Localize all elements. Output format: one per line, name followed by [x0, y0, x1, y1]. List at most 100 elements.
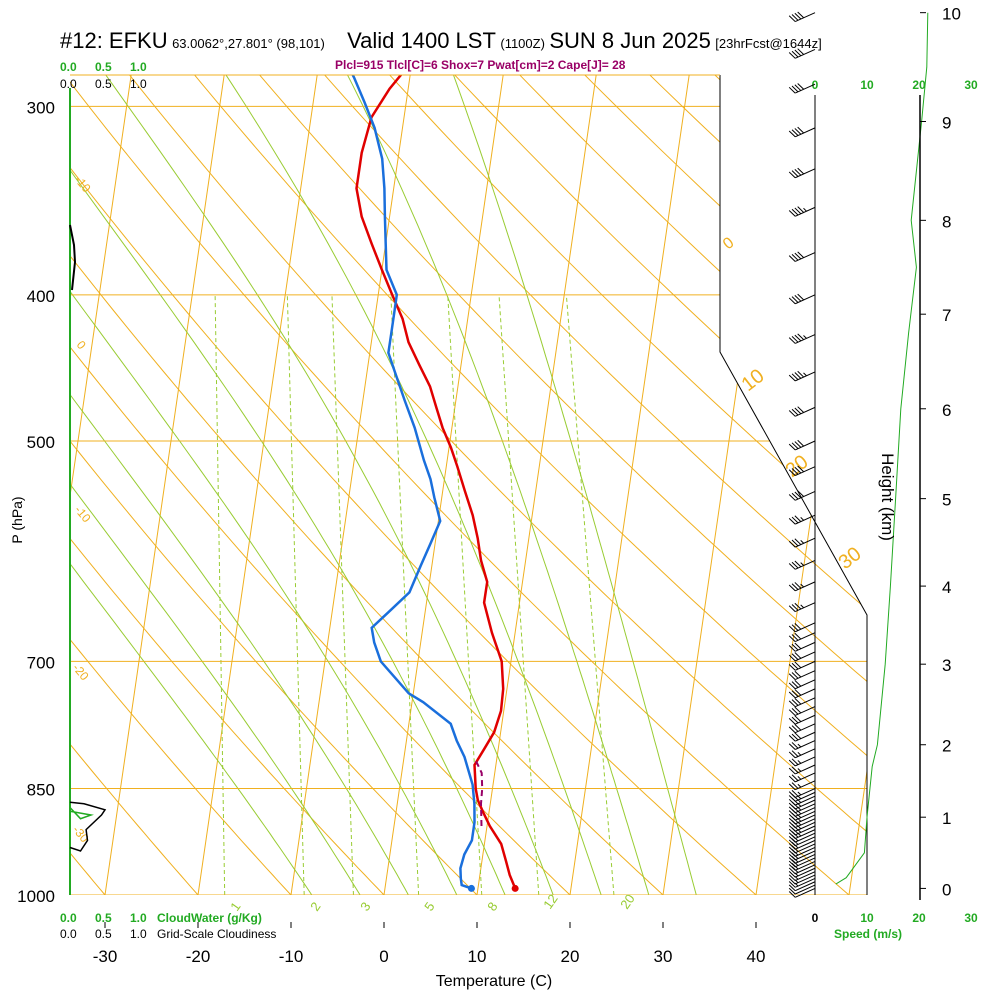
- wind-barb: [788, 839, 816, 850]
- moist-adiabat: [70, 75, 427, 895]
- wind-barb-staff: [794, 756, 816, 767]
- wind-barb: [788, 803, 816, 814]
- dry-adiabat: [70, 75, 227, 895]
- wind-barb: [788, 788, 816, 798]
- wind-barb: [788, 439, 816, 451]
- wind-barb-feather: [791, 758, 799, 765]
- dry-adiabat: [70, 75, 322, 895]
- wind-barb: [788, 723, 816, 734]
- mixing-ratio-line: [498, 294, 540, 895]
- mixing-ratio-label: 20: [617, 891, 638, 911]
- wind-barb-feather: [797, 206, 805, 213]
- wind-barb: [788, 559, 816, 570]
- height-tick-label: 6: [942, 401, 951, 420]
- wind-barb-feather: [788, 297, 796, 305]
- wind-barb-feather: [791, 662, 799, 670]
- wind-barb: [788, 632, 816, 643]
- dry-adiabat: [658, 75, 867, 895]
- wind-barb-feather: [791, 672, 799, 679]
- wind-barb: [788, 818, 816, 829]
- wind-barb-feather: [788, 15, 796, 22]
- wind-barb-feather: [791, 774, 799, 781]
- wind-barb-feather: [791, 782, 799, 789]
- wind-barb: [788, 622, 816, 633]
- wind-barb-feather: [788, 806, 796, 814]
- wind-barb-staff: [794, 843, 816, 854]
- wind-barb: [788, 731, 816, 742]
- wind-barb-feather: [788, 891, 796, 898]
- dry-adiabat: [101, 75, 867, 895]
- wind-barb: [788, 829, 816, 839]
- wind-barb-half-feather: [797, 783, 802, 788]
- wind-barb: [788, 651, 816, 662]
- wind-barb: [788, 836, 816, 847]
- wind-barb-feather: [794, 697, 802, 705]
- wind-speed-top-label: 10: [860, 78, 874, 92]
- wind-barb: [788, 843, 816, 854]
- wind-barb-feather: [788, 821, 796, 828]
- temperature-surface-point: [511, 884, 519, 892]
- wind-barb-staff: [794, 847, 816, 857]
- wind-barb-feather: [791, 516, 799, 524]
- wind-barb: [788, 881, 816, 892]
- wind-barb-feather: [788, 767, 796, 775]
- cloudiness-bottom-label: 0.0: [60, 927, 77, 941]
- wind-barb-feather: [797, 126, 805, 134]
- wind-barb-staff: [794, 748, 816, 759]
- wind-barb-feather: [788, 255, 796, 262]
- mixing-ratio-label: 5: [421, 899, 437, 914]
- wind-barb-feather: [788, 443, 796, 451]
- wind-barb-feather: [794, 407, 802, 415]
- wind-barb-staff: [794, 334, 816, 344]
- wind-barb-feather: [788, 877, 796, 885]
- wind-barb: [788, 877, 816, 888]
- height-tick-label: 1: [942, 809, 951, 828]
- wind-barb-feather: [788, 469, 796, 476]
- wind-barb-feather: [788, 832, 796, 839]
- wind-barb-feather: [788, 735, 796, 742]
- wind-barb-feather: [788, 817, 796, 825]
- wind-speed-bottom-label: 10: [860, 911, 874, 925]
- cloudwater-bottom-label: 0.5: [95, 911, 112, 925]
- wind-barb-half-feather: [797, 791, 802, 796]
- wind-barb-feather: [788, 828, 796, 836]
- cloudiness-profile: [69, 801, 107, 852]
- wind-barb-feather: [794, 670, 802, 678]
- isotherm: [70, 75, 194, 895]
- wind-barb: [788, 679, 816, 690]
- wind-barb-feather: [791, 85, 799, 93]
- wind-barb-feather: [788, 853, 796, 861]
- wind-barb-feather: [788, 864, 796, 871]
- wind-barb-staff: [794, 818, 816, 829]
- cloudwater-profile: [69, 806, 94, 820]
- wind-barb-feather: [788, 798, 796, 806]
- isotherm: [476, 75, 659, 895]
- wind-barb-feather: [788, 857, 796, 864]
- wind-barb-feather: [788, 860, 796, 868]
- wind-barb: [788, 514, 816, 525]
- cloudiness-top-label: 0.0: [60, 77, 77, 91]
- wind-barb-feather: [788, 210, 796, 217]
- wind-barb-feather: [788, 625, 796, 633]
- wind-barb: [788, 874, 816, 885]
- wind-barb-staff: [794, 810, 816, 821]
- wind-barb-staff: [794, 857, 816, 868]
- isotherm-label: -10: [72, 503, 94, 526]
- cloudwater-top-label: 1.0: [130, 60, 147, 74]
- wind-barb: [788, 714, 816, 725]
- wind-barb-half-feather: [800, 583, 805, 588]
- wind-barb-feather: [788, 700, 796, 708]
- isotherm: [662, 75, 845, 895]
- wind-barb-staff: [794, 660, 816, 671]
- wind-barb-feather: [788, 843, 796, 850]
- isotherm: [848, 75, 867, 895]
- moist-adiabat: [166, 75, 613, 895]
- wind-barb-staff: [794, 799, 816, 810]
- wind-barb: [788, 887, 816, 898]
- wind-barb-feather: [794, 689, 802, 696]
- wind-barb-staff: [794, 850, 816, 861]
- wind-barb: [788, 167, 816, 179]
- cloudwater-bottom-label: 1.0: [130, 911, 147, 925]
- wind-speed-top-label: 30: [964, 78, 978, 92]
